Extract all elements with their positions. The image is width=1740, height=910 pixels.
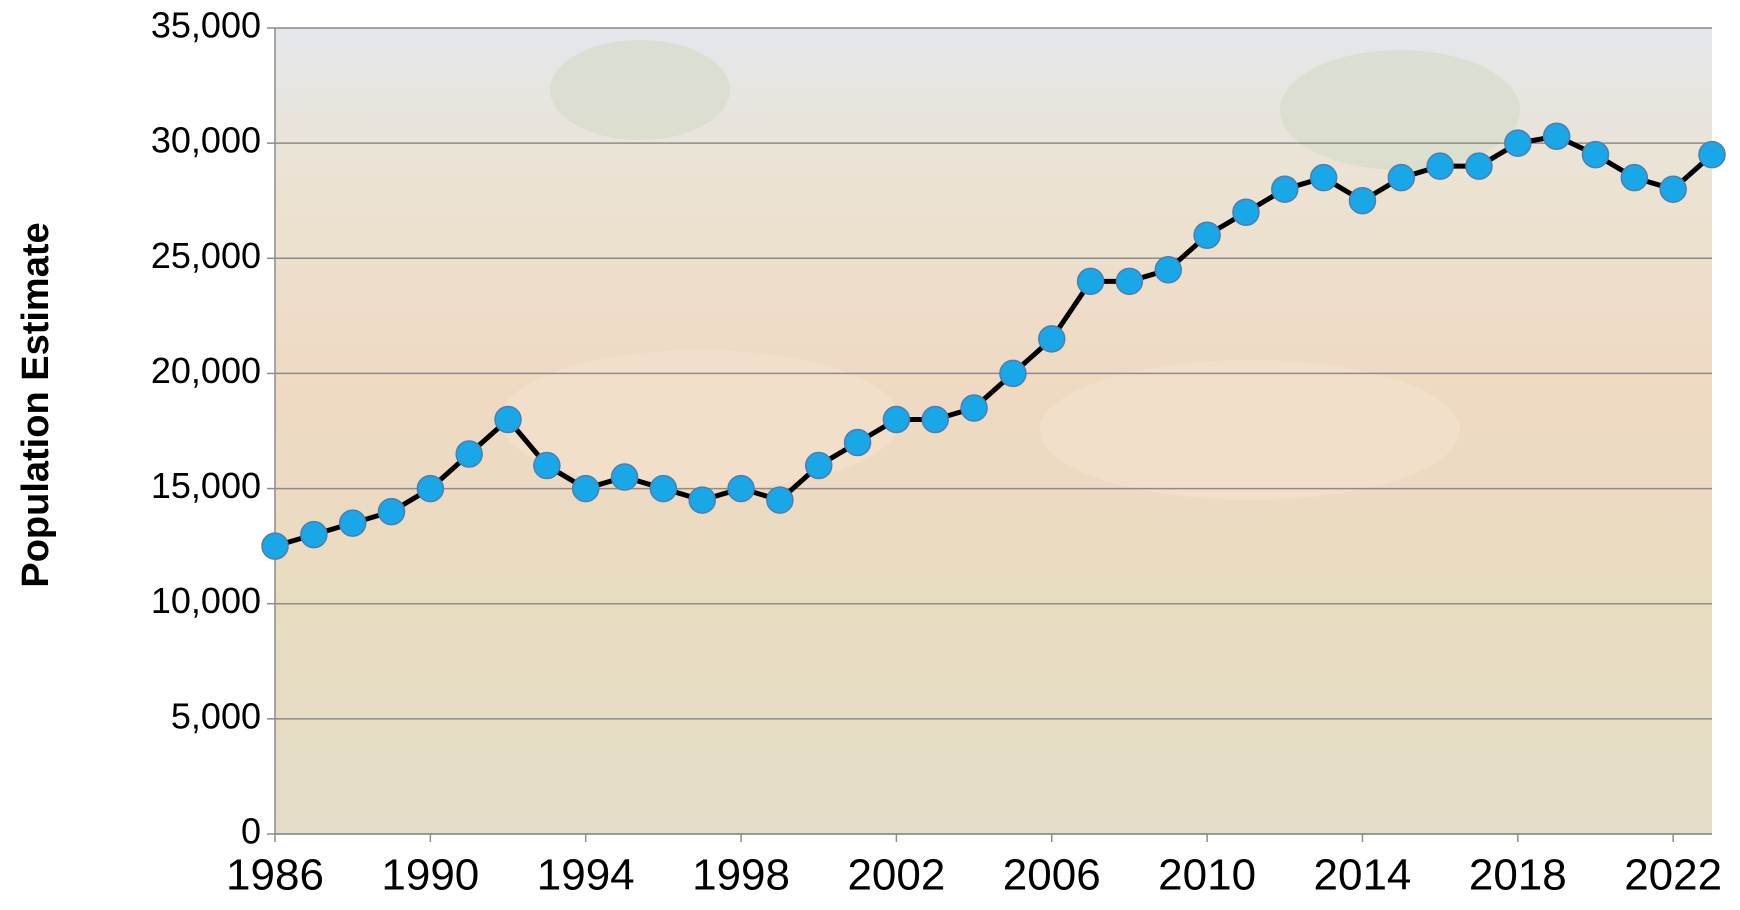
background-tree — [550, 40, 730, 140]
plot-background — [275, 28, 1712, 834]
data-point — [416, 474, 445, 503]
background-animal — [500, 350, 900, 490]
x-tick-label: 2018 — [1469, 851, 1567, 900]
data-point — [1193, 221, 1221, 250]
data-point — [533, 451, 561, 480]
data-point — [494, 405, 522, 434]
data-point — [300, 520, 328, 549]
data-point — [1271, 175, 1299, 203]
y-axis-label: Population Estimate — [15, 222, 57, 587]
data-point — [804, 451, 833, 480]
data-point — [1154, 256, 1183, 284]
data-point — [1465, 152, 1493, 180]
x-tick-label: 2022 — [1624, 851, 1722, 900]
background-tree — [1280, 50, 1520, 170]
y-tick-label: 25,000 — [151, 235, 261, 276]
data-point — [1581, 140, 1610, 169]
y-tick-label: 15,000 — [151, 465, 261, 506]
data-point — [1232, 198, 1260, 226]
data-point — [999, 359, 1027, 388]
y-tick-label: 5,000 — [171, 695, 261, 736]
data-point — [377, 497, 406, 526]
data-point — [1115, 267, 1144, 296]
data-point — [610, 463, 639, 491]
data-point — [649, 474, 678, 503]
data-point — [455, 440, 483, 468]
data-point — [882, 405, 911, 434]
y-tick-label: 0 — [241, 811, 261, 852]
x-tick-label: 1994 — [537, 851, 635, 900]
data-point — [727, 474, 755, 503]
x-tick-label: 2010 — [1158, 851, 1256, 900]
y-tick-label: 30,000 — [151, 120, 261, 161]
data-point — [1504, 129, 1532, 157]
x-tick-label: 1998 — [692, 851, 790, 900]
background-animal — [1040, 360, 1460, 500]
data-point — [1076, 267, 1105, 296]
x-tick-label: 2002 — [847, 851, 945, 900]
data-point — [338, 509, 367, 537]
data-point — [960, 394, 988, 422]
y-tick-label: 20,000 — [151, 350, 261, 391]
data-point — [921, 405, 949, 434]
data-point — [1426, 152, 1454, 180]
data-point — [571, 474, 600, 503]
x-tick-label: 2014 — [1314, 851, 1412, 900]
data-point — [1038, 325, 1066, 353]
x-tick-label: 1986 — [226, 851, 324, 900]
data-point — [688, 486, 716, 514]
data-point — [1659, 175, 1687, 203]
data-point — [843, 428, 872, 457]
x-tick-label: 1990 — [381, 851, 479, 900]
data-point — [766, 486, 794, 514]
y-tick-label: 10,000 — [151, 580, 261, 621]
y-tick-label: 35,000 — [151, 5, 261, 46]
x-tick-label: 2006 — [1003, 851, 1101, 900]
data-point — [1620, 163, 1649, 192]
data-point — [1309, 163, 1338, 192]
data-point — [261, 532, 289, 560]
data-point — [1387, 163, 1416, 192]
data-point — [1542, 122, 1571, 150]
data-point — [1348, 186, 1377, 215]
data-point — [1698, 140, 1726, 169]
